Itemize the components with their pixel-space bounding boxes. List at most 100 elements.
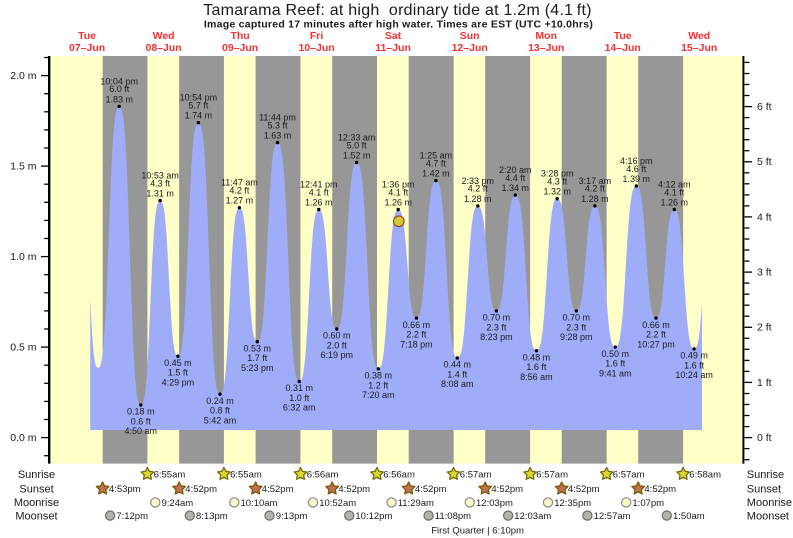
svg-text:12:57am: 12:57am <box>594 511 631 522</box>
svg-text:0.70 m: 0.70 m <box>563 313 591 323</box>
svg-text:0.45 m: 0.45 m <box>164 358 192 368</box>
svg-text:1.6 ft: 1.6 ft <box>684 360 705 370</box>
svg-text:4.3 ft: 4.3 ft <box>150 178 171 188</box>
svg-text:6:58am: 6:58am <box>689 469 721 480</box>
svg-text:Sunrise: Sunrise <box>747 469 784 481</box>
svg-text:5.3 ft: 5.3 ft <box>267 120 288 130</box>
svg-text:4:52pm: 4:52pm <box>415 484 447 495</box>
svg-text:5:42 am: 5:42 am <box>204 415 237 425</box>
svg-text:4.2 ft: 4.2 ft <box>229 186 250 196</box>
svg-text:0 ft: 0 ft <box>757 432 772 444</box>
svg-text:Image captured 17 minutes afte: Image captured 17 minutes after high wat… <box>204 18 593 30</box>
svg-text:3 ft: 3 ft <box>757 267 772 279</box>
svg-text:1 ft: 1 ft <box>757 377 772 389</box>
svg-text:Sunset: Sunset <box>19 483 53 495</box>
svg-text:4.6 ft: 4.6 ft <box>626 164 647 174</box>
svg-text:1.42 m: 1.42 m <box>422 169 450 179</box>
svg-text:10:53 am: 10:53 am <box>141 171 179 181</box>
svg-text:12:03pm: 12:03pm <box>476 498 513 509</box>
svg-text:5:23 pm: 5:23 pm <box>241 363 274 373</box>
svg-text:7:18 pm: 7:18 pm <box>400 339 433 349</box>
svg-text:3:17 am: 3:17 am <box>579 176 612 186</box>
svg-text:2:33 pm: 2:33 pm <box>462 176 495 186</box>
svg-text:9:41 am: 9:41 am <box>599 368 632 378</box>
svg-text:1.63 m: 1.63 m <box>264 131 292 141</box>
svg-text:6:19 pm: 6:19 pm <box>321 350 354 360</box>
svg-text:10:27 pm: 10:27 pm <box>637 339 675 349</box>
svg-text:Moonrise: Moonrise <box>14 497 59 509</box>
svg-text:Moonrise: Moonrise <box>747 497 792 509</box>
svg-text:5.0 ft: 5.0 ft <box>347 140 368 150</box>
svg-text:6:55am: 6:55am <box>230 469 262 480</box>
svg-text:12:33 am: 12:33 am <box>338 133 376 143</box>
svg-text:07–Jun: 07–Jun <box>69 42 105 54</box>
svg-text:1.26 m: 1.26 m <box>661 198 689 208</box>
svg-text:6.0 ft: 6.0 ft <box>109 84 130 94</box>
svg-text:1:50am: 1:50am <box>673 511 705 522</box>
svg-text:6:56am: 6:56am <box>307 469 339 480</box>
svg-text:5 ft: 5 ft <box>757 156 772 168</box>
svg-text:1.28 m: 1.28 m <box>464 194 492 204</box>
svg-text:First Quarter | 6:10pm: First Quarter | 6:10pm <box>431 526 524 537</box>
svg-text:08–Jun: 08–Jun <box>146 42 182 54</box>
svg-text:Sun: Sun <box>460 30 480 42</box>
svg-text:11:47 am: 11:47 am <box>221 178 258 188</box>
svg-text:1:25 am: 1:25 am <box>420 151 453 161</box>
svg-text:8:23 pm: 8:23 pm <box>480 332 513 342</box>
svg-text:2 ft: 2 ft <box>757 322 772 334</box>
svg-text:1.0 ft: 1.0 ft <box>289 393 310 403</box>
svg-text:Tue: Tue <box>614 30 632 42</box>
svg-text:11:44 pm: 11:44 pm <box>259 113 296 123</box>
svg-text:10–Jun: 10–Jun <box>299 42 335 54</box>
svg-text:1.74 m: 1.74 m <box>185 111 213 121</box>
svg-text:4.2 ft: 4.2 ft <box>585 184 606 194</box>
svg-text:0.5 m: 0.5 m <box>10 342 37 354</box>
svg-text:10:04 pm: 10:04 pm <box>100 76 138 86</box>
svg-text:9:24am: 9:24am <box>162 498 194 509</box>
svg-text:4:52pm: 4:52pm <box>568 484 600 495</box>
svg-text:0.66 m: 0.66 m <box>403 320 431 330</box>
svg-text:2.3 ft: 2.3 ft <box>566 322 587 332</box>
svg-text:12:35pm: 12:35pm <box>554 498 591 509</box>
svg-text:12:03am: 12:03am <box>514 511 551 522</box>
svg-text:1.31 m: 1.31 m <box>146 189 174 199</box>
svg-text:0.48 m: 0.48 m <box>523 352 551 362</box>
svg-text:1.5 m: 1.5 m <box>10 161 37 173</box>
svg-text:2:20 am: 2:20 am <box>499 165 532 175</box>
svg-text:4:52pm: 4:52pm <box>338 484 370 495</box>
svg-text:1:36 pm: 1:36 pm <box>382 180 415 190</box>
svg-text:4:16 pm: 4:16 pm <box>620 156 653 166</box>
svg-text:1.34 m: 1.34 m <box>502 183 530 193</box>
svg-text:13–Jun: 13–Jun <box>528 42 564 54</box>
svg-text:1.83 m: 1.83 m <box>105 94 133 104</box>
svg-text:10:24 am: 10:24 am <box>675 370 713 380</box>
svg-text:Wed: Wed <box>688 30 710 42</box>
svg-text:1.27 m: 1.27 m <box>226 196 254 206</box>
svg-text:7:20 am: 7:20 am <box>362 390 395 400</box>
svg-text:0.60 m: 0.60 m <box>323 331 351 341</box>
svg-text:15–Jun: 15–Jun <box>681 42 717 54</box>
svg-text:4:52pm: 4:52pm <box>262 484 294 495</box>
svg-text:1.39 m: 1.39 m <box>623 174 651 184</box>
svg-text:8:56 am: 8:56 am <box>520 372 553 382</box>
svg-text:1.2 ft: 1.2 ft <box>368 380 389 390</box>
svg-text:6 ft: 6 ft <box>757 101 772 113</box>
svg-text:Moonset: Moonset <box>747 510 789 522</box>
svg-text:12–Jun: 12–Jun <box>452 42 488 54</box>
svg-text:3:28 pm: 3:28 pm <box>541 169 574 179</box>
svg-text:4.4 ft: 4.4 ft <box>505 173 526 183</box>
svg-text:0.31 m: 0.31 m <box>285 383 313 393</box>
svg-text:1.28 m: 1.28 m <box>581 194 609 204</box>
svg-text:0.70 m: 0.70 m <box>483 313 511 323</box>
svg-text:4:53pm: 4:53pm <box>109 484 141 495</box>
svg-text:0.18 m: 0.18 m <box>127 407 155 417</box>
svg-text:6:57am: 6:57am <box>613 469 645 480</box>
svg-text:Sunset: Sunset <box>747 483 781 495</box>
svg-text:10:10am: 10:10am <box>241 498 278 509</box>
svg-text:4 ft: 4 ft <box>757 211 772 223</box>
svg-text:12:41 pm: 12:41 pm <box>300 180 338 190</box>
svg-text:1.6 ft: 1.6 ft <box>526 362 547 372</box>
svg-text:Mon: Mon <box>535 30 557 42</box>
svg-text:1.7 ft: 1.7 ft <box>247 353 268 363</box>
svg-text:4.1 ft: 4.1 ft <box>309 187 330 197</box>
